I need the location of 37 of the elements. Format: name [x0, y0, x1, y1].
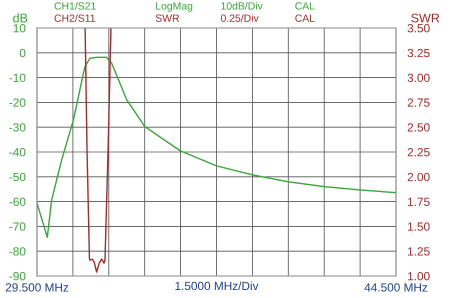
x-axis-title: 1.5000 MHz/Div: [175, 281, 258, 290]
y2-tick-label: 1.25: [408, 247, 430, 256]
x-tick-label: 29.500 MHz: [6, 283, 68, 292]
line-series: [84, 28, 112, 273]
y2-tick-label: 2.25: [408, 148, 430, 156]
y2-tick-label: 1.50: [408, 222, 430, 231]
y-tick-label: -10: [9, 74, 26, 82]
text: 0.25/Div: [220, 14, 259, 22]
y2-tick-label: 1.75: [408, 198, 430, 206]
y2-tick-label: 2.75: [408, 98, 430, 107]
text: SWR: [156, 14, 180, 22]
y2-tick-label: 2.00: [408, 172, 430, 182]
text: CH1/S21: [54, 2, 96, 10]
y2-tick-label: 3.25: [408, 48, 430, 58]
y-axis-title: dB: [13, 13, 28, 22]
y2-tick-label: 3.50: [408, 24, 430, 32]
y-tick-label: -90: [9, 272, 26, 280]
y-tick-label: -40: [9, 148, 26, 156]
y2-tick-label: 2.50: [408, 123, 430, 132]
y2-tick-label: 3.00: [408, 74, 430, 82]
series-label: CH2/S11: [54, 14, 95, 22]
y-tick-label: -30: [9, 123, 26, 132]
y-tick-label: -80: [9, 247, 26, 256]
y2-tick-label: 1.00: [408, 272, 430, 280]
x-tick-label: 44.500 MHz: [364, 283, 428, 292]
text: CAL: [295, 14, 315, 22]
y-tick-label: -20: [9, 98, 26, 107]
y-tick-label: 0: [20, 48, 26, 58]
text: CAL: [295, 2, 315, 10]
y-tick-label: -60: [9, 198, 26, 206]
y-tick-label: 10: [14, 24, 26, 32]
text: LogMag: [156, 2, 192, 12]
y-tick-label: -50: [9, 172, 26, 182]
line-series: [37, 56, 396, 238]
y-tick-label: -70: [9, 222, 26, 231]
text: 10dB/Div: [221, 2, 263, 10]
y2-axis-title: SWR: [411, 14, 440, 22]
